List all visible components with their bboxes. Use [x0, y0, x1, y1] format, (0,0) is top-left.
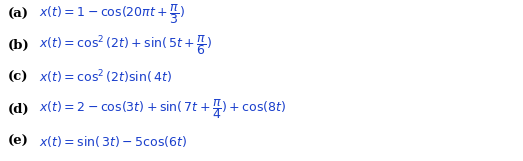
Text: (c): (c) [8, 71, 28, 84]
Text: (e): (e) [8, 135, 29, 148]
Text: (b): (b) [8, 39, 30, 52]
Text: (a): (a) [8, 8, 29, 21]
Text: $x(t) = \sin(\,3t) - 5\cos(6t)$: $x(t) = \sin(\,3t) - 5\cos(6t)$ [39, 134, 187, 149]
Text: $x(t) = \cos^2(2t)\sin(\,4t)$: $x(t) = \cos^2(2t)\sin(\,4t)$ [39, 68, 172, 86]
Text: $x(t) = \cos^2(2t) + \sin(\,5t + \dfrac{\pi}{6})$: $x(t) = \cos^2(2t) + \sin(\,5t + \dfrac{… [39, 33, 212, 57]
Text: $x(t) = 1 - \cos(20\pi t + \dfrac{\pi}{3})$: $x(t) = 1 - \cos(20\pi t + \dfrac{\pi}{3… [39, 3, 185, 26]
Text: $x(t) = 2 - \cos(3t) + \sin(\,7t + \dfrac{\pi}{4}) + \cos(8t)$: $x(t) = 2 - \cos(3t) + \sin(\,7t + \dfra… [39, 98, 287, 121]
Text: (d): (d) [8, 103, 29, 116]
